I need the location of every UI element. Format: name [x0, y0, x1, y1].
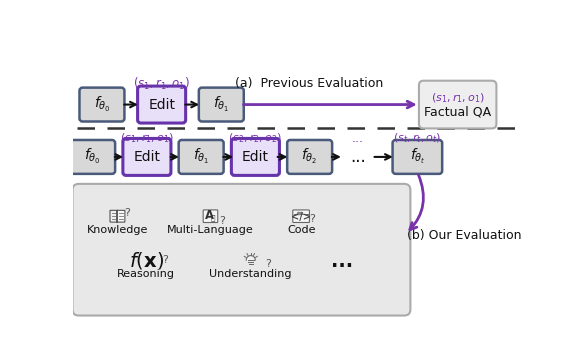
Text: (b) Our Evaluation: (b) Our Evaluation: [407, 229, 521, 242]
Text: $f(\mathbf{x})$: $f(\mathbf{x})$: [129, 250, 164, 271]
Text: Code: Code: [287, 225, 316, 235]
Text: $(s_1, r_1, o_1)$: $(s_1, r_1, o_1)$: [133, 76, 190, 92]
Text: $(s_2, r_2, o_2)$: $(s_2, r_2, o_2)$: [229, 132, 282, 145]
Text: $f_{\theta_1}$: $f_{\theta_1}$: [193, 147, 209, 166]
FancyBboxPatch shape: [137, 86, 186, 123]
Text: ?: ?: [162, 255, 168, 265]
Text: ?: ?: [125, 208, 130, 218]
Text: Edit: Edit: [242, 150, 269, 164]
FancyBboxPatch shape: [203, 210, 218, 223]
FancyBboxPatch shape: [419, 81, 496, 129]
FancyBboxPatch shape: [293, 210, 310, 222]
FancyBboxPatch shape: [79, 88, 125, 121]
Text: $(s_1, r_1, o_1)$: $(s_1, r_1, o_1)$: [430, 92, 485, 105]
Text: Factual QA: Factual QA: [424, 106, 491, 119]
Text: $f_{\theta_0}$: $f_{\theta_0}$: [93, 95, 110, 114]
Text: $(s_t, r_t, o_t)$: $(s_t, r_t, o_t)$: [393, 132, 441, 145]
Text: $f_{\theta_0}$: $f_{\theta_0}$: [84, 147, 101, 166]
FancyBboxPatch shape: [123, 139, 171, 175]
Text: 文: 文: [211, 215, 216, 221]
Text: Edit: Edit: [133, 150, 161, 164]
Text: Reasoning: Reasoning: [117, 269, 175, 279]
Text: $f_{\theta_2}$: $f_{\theta_2}$: [302, 147, 318, 166]
Text: ...: ...: [331, 252, 353, 271]
Text: ...: ...: [351, 132, 364, 145]
FancyBboxPatch shape: [70, 140, 115, 174]
Text: ...: ...: [350, 148, 365, 166]
FancyBboxPatch shape: [117, 210, 125, 222]
Text: Understanding: Understanding: [209, 269, 292, 279]
FancyBboxPatch shape: [110, 210, 118, 222]
Text: $f_{\theta_1}$: $f_{\theta_1}$: [213, 95, 230, 114]
Polygon shape: [246, 256, 255, 260]
Text: (a)  Previous Evaluation: (a) Previous Evaluation: [235, 77, 383, 90]
Text: </>: </>: [291, 212, 311, 222]
FancyBboxPatch shape: [231, 139, 280, 175]
Text: A: A: [205, 209, 213, 222]
Text: $(s_1, r_1, o_1)$: $(s_1, r_1, o_1)$: [120, 132, 174, 145]
Text: ?: ?: [266, 259, 271, 269]
FancyBboxPatch shape: [393, 140, 442, 174]
FancyBboxPatch shape: [287, 140, 332, 174]
Text: Multi-Language: Multi-Language: [167, 225, 254, 235]
Text: ?: ?: [309, 213, 315, 223]
FancyBboxPatch shape: [72, 184, 411, 315]
Text: ?: ?: [219, 216, 225, 226]
FancyBboxPatch shape: [199, 88, 244, 121]
Text: Knowledge: Knowledge: [87, 225, 148, 235]
Text: $f_{\theta_t}$: $f_{\theta_t}$: [409, 147, 425, 166]
Text: Edit: Edit: [148, 98, 175, 112]
FancyBboxPatch shape: [179, 140, 224, 174]
